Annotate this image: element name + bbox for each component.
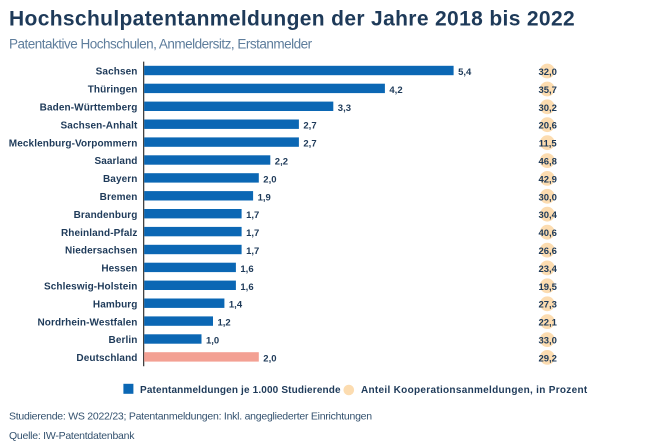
- svg-text:22,1: 22,1: [538, 318, 557, 329]
- svg-text:3,3: 3,3: [338, 103, 351, 114]
- svg-text:2,7: 2,7: [303, 139, 316, 150]
- svg-text:Saarland: Saarland: [94, 156, 137, 167]
- svg-text:11,5: 11,5: [539, 139, 558, 150]
- svg-text:Deutschland: Deutschland: [76, 353, 137, 364]
- svg-text:2,0: 2,0: [263, 174, 276, 185]
- svg-text:Niedersachsen: Niedersachsen: [65, 246, 137, 257]
- svg-text:19,5: 19,5: [538, 282, 557, 293]
- svg-text:Bayern: Bayern: [103, 174, 138, 185]
- svg-text:1,7: 1,7: [246, 246, 259, 257]
- svg-text:Mecklenburg-Vorpommern: Mecklenburg-Vorpommern: [9, 138, 138, 149]
- svg-text:30,0: 30,0: [538, 192, 557, 203]
- svg-text:1,6: 1,6: [240, 264, 253, 275]
- svg-text:Patentanmeldungen je 1.000 Stu: Patentanmeldungen je 1.000 Studierende: [140, 385, 341, 396]
- svg-text:Baden-Württemberg: Baden-Württemberg: [40, 103, 138, 114]
- svg-text:Quelle: IW-Patentdatenbank: Quelle: IW-Patentdatenbank: [9, 430, 135, 442]
- svg-text:Schleswig-Holstein: Schleswig-Holstein: [44, 282, 138, 293]
- svg-text:Anteil Kooperationsanmeldungen: Anteil Kooperationsanmeldungen, in Proze…: [361, 385, 588, 396]
- svg-text:Hessen: Hessen: [101, 264, 137, 275]
- svg-text:40,6: 40,6: [538, 228, 557, 239]
- svg-text:2,7: 2,7: [303, 121, 316, 132]
- svg-text:Sachsen-Anhalt: Sachsen-Anhalt: [61, 120, 139, 131]
- svg-text:1,7: 1,7: [246, 228, 259, 239]
- svg-text:32,0: 32,0: [538, 67, 557, 78]
- svg-text:1,6: 1,6: [240, 282, 253, 293]
- svg-text:26,6: 26,6: [538, 246, 557, 257]
- svg-text:20,6: 20,6: [538, 121, 557, 132]
- svg-text:30,2: 30,2: [538, 103, 557, 114]
- svg-text:Rheinland-Pfalz: Rheinland-Pfalz: [61, 228, 138, 239]
- svg-text:Nordrhein-Westfalen: Nordrhein-Westfalen: [37, 317, 137, 328]
- svg-text:1,9: 1,9: [258, 192, 271, 203]
- svg-text:2,2: 2,2: [275, 157, 288, 168]
- svg-text:Patentaktive Hochschulen, Anme: Patentaktive Hochschulen, Anmeldersitz, …: [9, 36, 313, 51]
- svg-text:4,2: 4,2: [389, 85, 402, 96]
- svg-text:30,4: 30,4: [538, 210, 557, 221]
- svg-text:Studierende: WS 2022/23; Paten: Studierende: WS 2022/23; Patentanmeldung…: [9, 411, 372, 423]
- svg-text:1,2: 1,2: [218, 318, 231, 329]
- svg-text:27,3: 27,3: [538, 300, 557, 311]
- svg-text:29,2: 29,2: [538, 353, 557, 364]
- svg-text:5,4: 5,4: [458, 67, 472, 78]
- svg-text:Hochschulpatentanmeldungen der: Hochschulpatentanmeldungen der Jahre 201…: [9, 7, 575, 30]
- svg-text:Thüringen: Thüringen: [88, 85, 138, 96]
- svg-text:Berlin: Berlin: [109, 335, 138, 346]
- svg-text:46,8: 46,8: [538, 157, 557, 168]
- svg-text:23,4: 23,4: [538, 264, 557, 275]
- svg-text:1,0: 1,0: [206, 336, 219, 347]
- svg-text:Sachsen: Sachsen: [96, 67, 138, 78]
- svg-text:1,7: 1,7: [246, 210, 259, 221]
- svg-text:35,7: 35,7: [538, 85, 557, 96]
- svg-text:33,0: 33,0: [538, 336, 557, 347]
- svg-text:Bremen: Bremen: [100, 192, 138, 203]
- svg-text:Hamburg: Hamburg: [93, 299, 138, 310]
- svg-text:2,0: 2,0: [263, 353, 276, 364]
- svg-text:1,4: 1,4: [229, 300, 243, 311]
- svg-text:Brandenburg: Brandenburg: [74, 210, 138, 221]
- svg-text:42,9: 42,9: [538, 174, 557, 185]
